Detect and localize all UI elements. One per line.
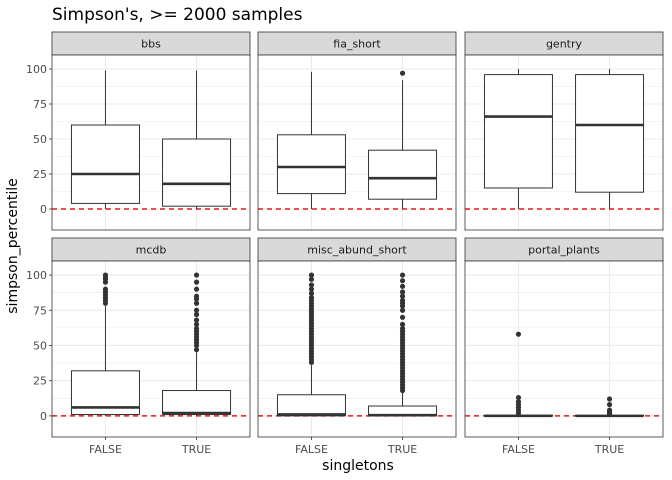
outlier-point (308, 286, 315, 292)
box-gentry-FALSE (483, 69, 553, 209)
iqr-box (575, 74, 645, 193)
panel-border (257, 260, 457, 438)
panels-group: bbs 0 25 50 75 100 fia_short gentry mcdb 0 25 50 75 1… (26, 31, 664, 456)
panel-border (464, 260, 664, 438)
outlier-point (193, 347, 200, 353)
iqr-box (276, 134, 346, 195)
box-misc_abund_short-FALSE (276, 272, 346, 417)
panel-border (51, 54, 251, 231)
y-tick-label: 100 (26, 63, 47, 76)
outlier-point (193, 325, 200, 332)
x-tick-label: TRUE (594, 443, 624, 456)
outlier-point (399, 278, 406, 284)
outlier-point (606, 402, 613, 408)
outlier-point (399, 283, 406, 289)
outlier-point (606, 396, 613, 402)
box-fia_short-FALSE (276, 71, 346, 209)
box-gentry-TRUE (575, 69, 645, 209)
box-bbs-FALSE (70, 70, 140, 209)
panel-portal_plants: portal_plants FALSE TRUE (464, 237, 664, 456)
outlier-point (308, 276, 315, 282)
y-tick-label: 75 (33, 98, 47, 111)
x-tick-label: TRUE (387, 443, 417, 456)
y-tick-label: 75 (33, 304, 47, 317)
outlier-point (308, 282, 315, 288)
outlier-point (399, 321, 406, 327)
iqr-box (368, 149, 438, 200)
x-tick-label: FALSE (295, 443, 328, 456)
iqr-box (162, 390, 232, 415)
box-mcdb-TRUE (162, 272, 232, 416)
panel-misc_abund_short: misc_abund_short FALSE TRUE (257, 237, 457, 456)
outlier-point (515, 331, 522, 337)
panel-gentry: gentry (464, 31, 664, 231)
panel-border (464, 54, 664, 231)
outlier-point (399, 297, 406, 304)
y-tick-label: 0 (40, 410, 47, 423)
outlier-point (515, 394, 522, 401)
outlier-point (193, 293, 200, 299)
outlier-point (308, 290, 315, 296)
outlier-point (102, 272, 109, 278)
outlier-point (399, 325, 406, 332)
outlier-point (515, 399, 522, 405)
box-mcdb-FALSE (70, 272, 140, 416)
box-portal_plants-TRUE (575, 396, 645, 418)
outlier-point (193, 311, 200, 318)
outlier-point (193, 272, 200, 278)
outlier-point (102, 286, 109, 292)
chart-title: Simpson's, >= 2000 samples (52, 5, 303, 25)
box-fia_short-TRUE (368, 70, 438, 209)
strip-label-gentry: gentry (546, 38, 583, 51)
strip-label-bbs: bbs (141, 38, 161, 51)
iqr-box (276, 394, 346, 417)
x-tick-label: TRUE (181, 443, 211, 456)
box-bbs-TRUE (162, 70, 232, 209)
panel-border (51, 260, 251, 438)
outlier-point (193, 317, 200, 323)
outlier-point (399, 289, 406, 295)
panel-bbs: bbs 0 25 50 75 100 (26, 31, 251, 231)
y-tick-label: 50 (33, 133, 47, 146)
y-tick-label: 0 (40, 203, 47, 216)
outlier-point (399, 272, 406, 278)
strip-label-fia_short: fia_short (333, 38, 381, 51)
y-tick-label: 25 (33, 168, 47, 181)
outlier-point (308, 295, 315, 301)
outlier-point (399, 314, 406, 320)
strip-label-misc_abund_short: misc_abund_short (307, 244, 407, 257)
x-tick-label: FALSE (89, 443, 122, 456)
y-tick-label: 50 (33, 339, 47, 352)
box-portal_plants-FALSE (483, 331, 553, 418)
iqr-box (162, 138, 232, 207)
outlier-point (193, 300, 200, 306)
outlier-point (399, 70, 406, 76)
outlier-point (193, 286, 200, 292)
x-tick-label: FALSE (502, 443, 535, 456)
x-axis-title: singletons (322, 458, 394, 474)
strip-label-mcdb: mcdb (136, 244, 167, 257)
outlier-point (399, 293, 406, 299)
panel-mcdb: mcdb 0 25 50 75 100 FALSE TRUE (26, 237, 251, 456)
outlier-point (606, 407, 613, 413)
outlier-point (399, 307, 406, 313)
strip-label-portal_plants: portal_plants (528, 244, 600, 257)
outlier-point (193, 321, 200, 327)
iqr-box (483, 74, 553, 189)
y-axis-title: simpson_percentile (5, 178, 21, 313)
y-tick-label: 25 (33, 375, 47, 388)
iqr-box (70, 124, 140, 204)
outlier-point (193, 307, 200, 313)
box-misc_abund_short-TRUE (368, 272, 438, 417)
outlier-point (193, 279, 200, 285)
panel-fia_short: fia_short (257, 31, 457, 231)
outlier-point (308, 272, 315, 278)
y-tick-label: 100 (26, 269, 47, 282)
panel-border (257, 54, 457, 231)
panel-background (465, 261, 663, 437)
